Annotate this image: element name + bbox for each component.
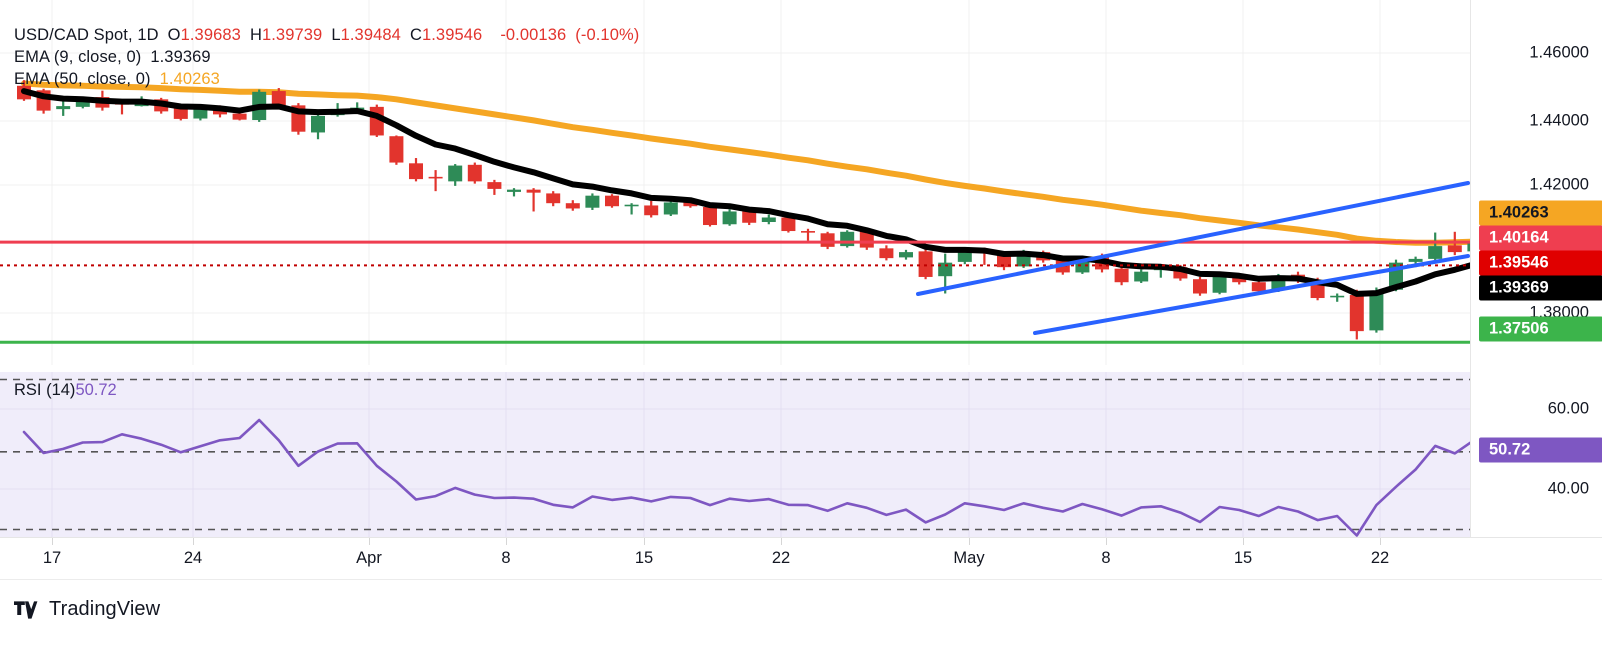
candle-body: [663, 202, 678, 215]
resistance-price-badge[interactable]: 1.40164: [1479, 225, 1602, 251]
candle-body: [193, 107, 208, 119]
time-axis-tick: 24: [183, 549, 203, 567]
candle-body: [997, 253, 1011, 268]
ema50-price-badge[interactable]: 1.40263: [1479, 200, 1602, 226]
price-axis-tick: 1.46000: [1529, 43, 1589, 62]
candle-body: [546, 193, 561, 204]
time-axis-tick: 22: [771, 549, 791, 567]
candle-body: [820, 233, 835, 247]
candle-body: [1251, 282, 1266, 292]
candle-body: [585, 195, 600, 208]
candle-body: [507, 189, 521, 192]
tradingview-wordmark: TradingView: [49, 598, 161, 620]
rsi-indicator-pane[interactable]: [0, 372, 1470, 537]
candle-body: [840, 231, 855, 247]
candle-body: [605, 195, 619, 207]
time-axis-tick: May: [953, 549, 985, 567]
candle-body: [1193, 279, 1207, 294]
time-axis-tickmark: [969, 538, 970, 545]
candle-body: [644, 205, 659, 216]
tradingview-logo[interactable]: TradingView: [14, 598, 160, 621]
candle-body: [1447, 245, 1462, 253]
lower-channel-trendline: [1033, 254, 1470, 335]
time-axis-tick: 15: [1233, 549, 1253, 567]
candle-body: [1369, 290, 1384, 331]
time-axis-tick: 15: [634, 549, 654, 567]
price-axis-tick: 1.44000: [1529, 111, 1589, 130]
candle-body: [918, 251, 933, 277]
candle-body: [409, 163, 423, 180]
time-axis-tick: 22: [1370, 549, 1390, 567]
tradingview-mark-icon: [14, 600, 38, 619]
candle-body: [467, 164, 482, 182]
rsi-value-badge[interactable]: 50.72: [1479, 437, 1602, 463]
candle-body: [957, 250, 972, 262]
time-axis-tickmark: [369, 538, 370, 545]
time-axis-tickmark: [1380, 538, 1381, 545]
candle-body: [742, 211, 757, 223]
support-price-badge[interactable]: 1.37506: [1479, 316, 1602, 342]
candle-body: [899, 252, 913, 258]
time-axis-tickmark: [644, 538, 645, 545]
candle-body: [311, 115, 325, 133]
candle-body: [761, 217, 776, 223]
candle-body: [1173, 267, 1188, 279]
candle-body: [173, 108, 188, 119]
candle-body: [879, 248, 894, 259]
rsi-axis-tick: 60.00: [1547, 399, 1589, 418]
candle-body: [703, 206, 717, 226]
rsi-axis-tick: 40.00: [1547, 479, 1589, 498]
candle-body: [232, 113, 247, 120]
time-axis-tick: 8: [501, 549, 511, 567]
time-axis-tickmark: [506, 538, 507, 545]
candle-body: [271, 91, 286, 106]
candle-body: [565, 203, 580, 209]
time-axis-tick: 17: [42, 549, 62, 567]
time-axis-tick: Apr: [356, 549, 382, 567]
price-scale-axis[interactable]: 1.46000 1.44000 1.42000 1.38000 60.00 40.00 1.…: [1470, 0, 1602, 537]
candle-body: [1467, 241, 1470, 252]
time-scale-axis[interactable]: 17 24 Apr 8 15 22 May 8 15 22: [0, 537, 1602, 580]
candle-body: [1212, 276, 1227, 293]
candle-body: [428, 176, 443, 179]
price-axis-tick: 1.42000: [1529, 175, 1589, 194]
candle-body: [1134, 271, 1149, 282]
candle-body: [56, 106, 71, 110]
candle-body: [526, 189, 541, 193]
time-axis-tickmark: [781, 538, 782, 545]
price-chart-pane[interactable]: [0, 0, 1470, 365]
time-axis-tickmark: [1106, 538, 1107, 545]
candle-body: [75, 100, 90, 107]
time-axis-tick: 8: [1101, 549, 1111, 567]
chart-footer: TradingView: [0, 579, 1602, 645]
rsi-line: [22, 418, 1470, 537]
candle-body: [1408, 258, 1423, 262]
upper-channel-trendline: [916, 181, 1470, 296]
ema9-line: [21, 88, 1470, 297]
candle-body: [1428, 246, 1443, 259]
candle-body: [722, 211, 737, 225]
last-price-badge[interactable]: 1.39546: [1479, 250, 1602, 276]
candle-body: [487, 182, 502, 189]
candle-body: [683, 202, 698, 207]
candle-body: [781, 217, 796, 232]
time-axis-tickmark: [1243, 538, 1244, 545]
candle-body: [448, 165, 463, 182]
candle-body: [624, 204, 639, 207]
price-chart-svg[interactable]: [0, 0, 1470, 365]
candle-body: [389, 136, 404, 163]
time-axis-tickmark: [52, 538, 53, 545]
rsi-chart-svg[interactable]: [0, 372, 1470, 537]
candle-body: [1349, 295, 1364, 332]
ema9-price-badge[interactable]: 1.39369: [1479, 275, 1602, 301]
candle-body: [938, 262, 953, 277]
candle-body: [1114, 268, 1129, 283]
time-axis-tickmark: [193, 538, 194, 545]
candle-body: [801, 231, 815, 233]
candle-body: [1330, 295, 1345, 298]
